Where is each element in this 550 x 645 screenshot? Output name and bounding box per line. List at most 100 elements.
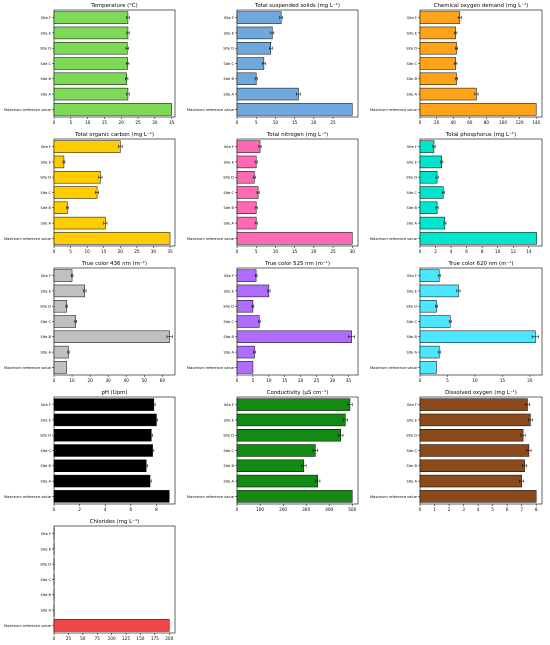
y-tick-label: Site F	[224, 145, 234, 149]
bar	[236, 72, 257, 85]
y-tick-label: Site D	[40, 47, 51, 51]
y-tick-label: Site B	[406, 464, 417, 468]
chart-title: Total organic carbon (mg L⁻¹)	[74, 131, 154, 138]
bar	[53, 26, 129, 40]
y-tick-label: Maximum reference value	[4, 624, 52, 628]
y-tick-label: Site E	[224, 289, 235, 293]
panel-tp: Total phosphorus (mg L⁻¹) Site F Site E Sit…	[370, 131, 543, 254]
bar	[53, 284, 85, 298]
y-tick-label: Maximum reference value	[4, 366, 52, 370]
y-tick-label: Site C	[40, 449, 51, 453]
y-tick-label: Site A	[406, 350, 417, 354]
x-tick-label: 20	[87, 378, 93, 383]
x-tick-label: 15	[102, 120, 108, 125]
bar	[419, 11, 461, 24]
y-tick-label: Maximum reference value	[4, 495, 52, 499]
x-tick-label: 14	[526, 249, 532, 254]
bar	[53, 171, 101, 184]
bar	[53, 315, 76, 328]
y-tick-label: Site F	[407, 403, 417, 407]
bar	[236, 42, 272, 55]
x-tick-label: 25	[134, 249, 140, 254]
x-tick-label: 10	[85, 120, 91, 125]
y-tick-label: Site A	[223, 350, 234, 354]
bar	[419, 459, 525, 472]
y-tick-label: Site E	[41, 31, 52, 35]
bar	[53, 201, 68, 214]
x-tick-label: 5	[491, 507, 494, 512]
x-tick-label: 500	[348, 507, 356, 512]
y-tick-label: Site A	[406, 92, 417, 96]
x-tick-label: 0	[53, 120, 56, 125]
y-tick-label: Site E	[224, 418, 235, 422]
x-tick-label: 0	[419, 249, 422, 254]
x-tick-label: 40	[451, 120, 457, 125]
bar	[419, 361, 437, 374]
y-tick-label: Site E	[41, 289, 52, 293]
x-tick-label: 30	[330, 378, 336, 383]
x-tick-label: 8	[155, 507, 158, 512]
plot-frame	[53, 525, 176, 634]
x-tick-label: 10	[472, 378, 478, 383]
bar	[53, 155, 65, 169]
x-tick-label: 0	[419, 378, 422, 383]
panel-temperature: Temperature (°C) Site F Site E Site D Site C…	[4, 3, 176, 125]
y-tick-label: Site A	[40, 221, 51, 225]
x-tick-label: 35	[167, 249, 173, 254]
x-tick-label: 12	[511, 249, 517, 254]
y-tick-label: Site C	[40, 191, 51, 195]
bar	[53, 459, 147, 472]
y-tick-label: Site E	[41, 547, 52, 551]
x-tick-label: 15	[101, 249, 107, 254]
y-tick-label: Site E	[224, 31, 235, 35]
y-tick-label: Site E	[407, 418, 418, 422]
y-tick-label: Maximum reference value	[4, 237, 52, 241]
y-tick-label: Site F	[407, 145, 417, 149]
bar	[419, 330, 536, 343]
y-tick-label: Site D	[406, 176, 417, 180]
bar	[236, 103, 353, 116]
bar	[419, 413, 531, 427]
x-tick-label: 0	[53, 249, 56, 254]
y-tick-label: Site F	[224, 274, 234, 278]
bar	[419, 155, 443, 169]
x-tick-label: 5	[255, 120, 258, 125]
x-tick-label: 0	[236, 120, 239, 125]
y-tick-label: Site D	[406, 305, 417, 309]
x-tick-label: 8	[481, 249, 484, 254]
x-tick-label: 125	[122, 636, 130, 641]
x-tick-label: 200	[279, 507, 287, 512]
bar	[419, 201, 438, 214]
x-tick-label: 20	[118, 249, 124, 254]
x-tick-label: 15	[282, 378, 288, 383]
y-tick-label: Site D	[406, 47, 417, 51]
x-tick-label: 0	[236, 249, 239, 254]
bar	[53, 232, 171, 245]
y-tick-label: Site B	[40, 335, 51, 339]
bar	[236, 186, 259, 199]
bar	[236, 361, 254, 374]
bar	[419, 429, 524, 442]
bar	[419, 103, 537, 116]
y-tick-label: Site A	[223, 221, 234, 225]
x-tick-label: 7	[520, 507, 523, 512]
bar	[419, 315, 451, 328]
bar	[419, 269, 440, 282]
y-tick-label: Site D	[40, 176, 51, 180]
bar	[236, 429, 341, 442]
bar	[419, 57, 456, 70]
x-tick-label: 30	[106, 378, 112, 383]
y-tick-label: Site C	[406, 320, 417, 324]
bar	[236, 330, 352, 343]
bar	[419, 171, 438, 184]
bar	[236, 300, 254, 313]
x-tick-label: 40	[124, 378, 130, 383]
y-tick-label: Site F	[407, 16, 417, 20]
x-tick-label: 25	[314, 378, 320, 383]
y-tick-label: Site C	[223, 62, 234, 66]
x-tick-label: 0	[53, 636, 56, 641]
x-tick-label: 5	[69, 249, 72, 254]
x-tick-label: 50	[142, 378, 148, 383]
bar	[236, 315, 260, 328]
